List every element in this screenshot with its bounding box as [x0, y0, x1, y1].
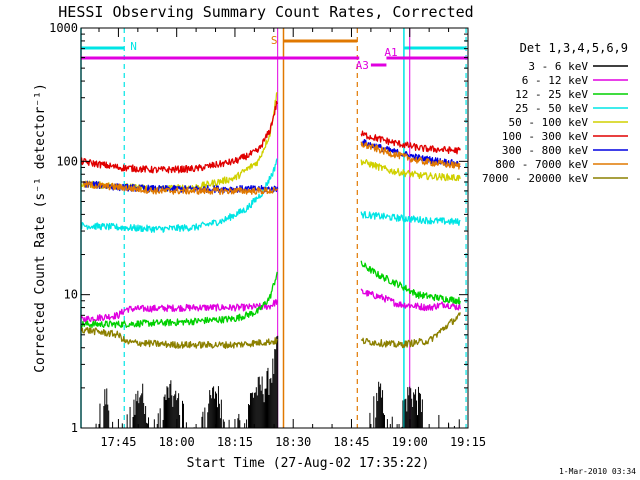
x-tick-label: 18:30	[275, 435, 311, 449]
x-tick-label: 18:45	[333, 435, 369, 449]
legend-label-800-7000-kev: 800 - 7000 keV	[495, 158, 588, 171]
legend-label-300-800-kev: 300 - 800 keV	[502, 144, 588, 157]
series-line-25-50-kev-post	[360, 211, 461, 226]
series-line-100-300-kev-pre	[80, 100, 278, 174]
series-line-800-7000-kev-post	[360, 141, 461, 170]
series-line-6-12-kev-post	[360, 288, 461, 312]
x-tick-label: 18:00	[159, 435, 195, 449]
series-line-7000-20000-kev-post	[360, 312, 461, 349]
x-tick-label: 18:15	[217, 435, 253, 449]
series-line-6-12-kev-pre	[80, 298, 278, 323]
series-line-25-50-kev-pre	[80, 158, 278, 233]
series-line-7000-20000-kev-pre	[80, 327, 278, 350]
legend-label-25-50-kev: 25 - 50 keV	[515, 102, 588, 115]
series-line-800-7000-kev-pre	[82, 180, 279, 196]
series-line-50-100-kev-pre	[80, 91, 278, 193]
chart-title: HESSI Observing Summary Count Rates, Cor…	[58, 3, 473, 21]
legend-label-6-12-kev: 6 - 12 keV	[522, 74, 589, 87]
x-axis-label: Start Time (27-Aug-02 17:35:22)	[187, 456, 430, 471]
y-tick-label: 1000	[49, 21, 78, 35]
x-tick-label: 17:45	[100, 435, 136, 449]
saa-label: S	[271, 34, 278, 47]
series-line-12-25-kev-post	[360, 260, 461, 305]
plot-frame	[80, 27, 469, 429]
attenuator-label-a1: A1	[384, 46, 397, 59]
attenuator-label-a3: A3	[356, 59, 369, 72]
legend-label-12-25-kev: 12 - 25 keV	[515, 88, 588, 101]
legend-label-3-6-kev: 3 - 6 keV	[528, 60, 588, 73]
night-label: N	[130, 40, 137, 53]
plot-area: N S A3 A1	[80, 28, 468, 428]
y-tick-label: 100	[56, 154, 78, 168]
series-line-50-100-kev-post	[360, 159, 461, 182]
axes: 1 10 100 1000 17:45 18:00 18:15 18:30 18:45 19:00…	[49, 21, 486, 449]
y-tick-label: 10	[64, 288, 78, 302]
legend-label-7000-20000-kev: 7000 - 20000 keV	[482, 172, 588, 185]
x-tick-label: 19:00	[392, 435, 428, 449]
legend-label-50-100-kev: 50 - 100 keV	[509, 116, 589, 129]
legend-label-100-300-kev: 100 - 300 keV	[502, 130, 588, 143]
series-line-100-300-kev-post	[360, 130, 461, 155]
plot-timestamp: 1-Mar-2010 03:34	[559, 467, 636, 476]
series-line-12-25-kev-pre	[80, 271, 278, 329]
x-tick-label: 19:15	[450, 435, 486, 449]
y-axis-label: Corrected Count Rate (s⁻¹ detector⁻¹)	[33, 83, 48, 373]
legend-header: Det 1,3,4,5,6,9	[520, 41, 628, 55]
y-tick-label: 1	[71, 421, 78, 435]
